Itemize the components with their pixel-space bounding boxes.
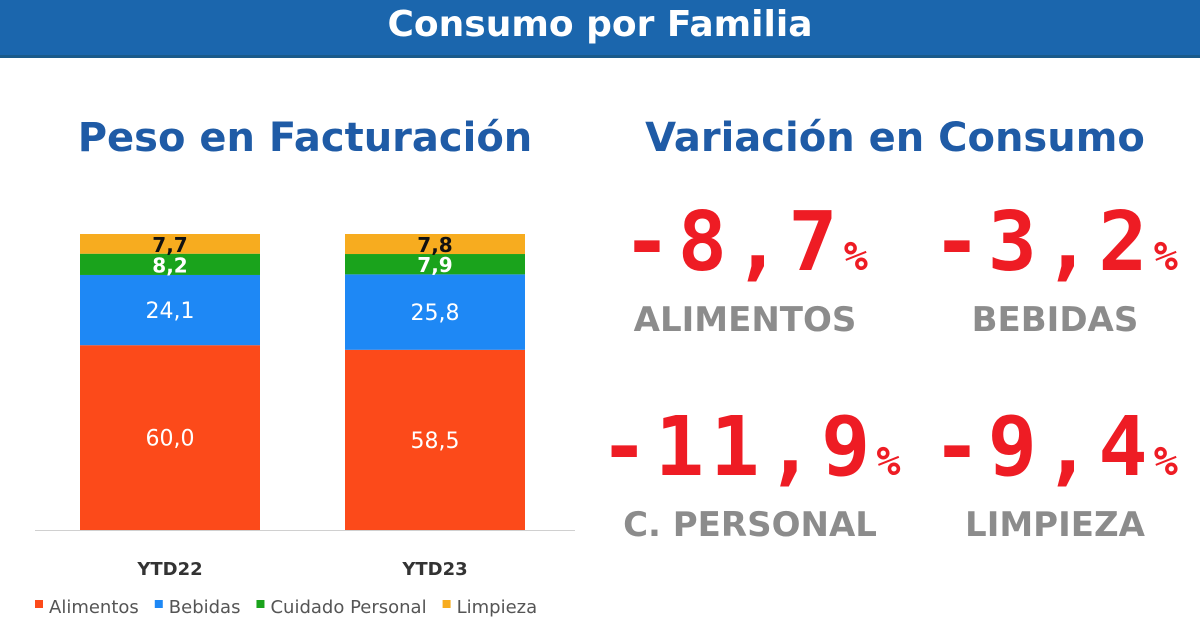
percent-sign: % — [1153, 234, 1178, 280]
legend-label: Limpieza — [457, 597, 538, 618]
percent-sign: % — [1153, 439, 1178, 485]
data-label: 24,1 — [146, 299, 195, 324]
value: -11,9 — [599, 400, 877, 495]
bar-segment-limpieza — [345, 234, 525, 255]
data-label: 7,9 — [417, 253, 452, 277]
variation-label-limpieza: LIMPIEZA — [965, 505, 1145, 545]
chart-title: Peso en Facturación — [77, 115, 533, 161]
value: -9,4 — [932, 400, 1154, 495]
variation-value-alimentos: -8,7% — [595, 195, 895, 290]
data-label: 7,7 — [152, 233, 187, 257]
variation-value-bebidas: -3,2% — [905, 195, 1200, 290]
variation-label-alimentos: ALIMENTOS — [633, 300, 857, 340]
data-label: 8,2 — [152, 253, 187, 277]
variation-title: Variación en Consumo — [645, 115, 1145, 161]
legend-swatch — [154, 600, 163, 608]
bar-segment-bebidas — [345, 274, 525, 350]
header-banner: Consumo por Familia — [0, 0, 1200, 58]
percent-sign: % — [876, 439, 901, 485]
data-label: 7,8 — [417, 233, 452, 257]
value: -8,7 — [622, 195, 844, 290]
legend-label: Alimentos — [49, 597, 139, 618]
legend-label: Cuidado Personal — [270, 597, 426, 618]
bar-segment-alimentos — [80, 345, 260, 530]
x-tick-label: YTD22 — [136, 559, 202, 580]
legend-swatch — [256, 600, 265, 608]
variation-label-bebidas: BEBIDAS — [971, 300, 1139, 340]
stacked-bar-chart: 60,0 24,1 8,27,7 YTD22 58,5 25,8 7,97,8 YTD23 Al… — [35, 233, 575, 618]
bar-segment-alimentos — [345, 349, 525, 530]
bar-segment-bebidas — [80, 274, 260, 346]
bar-segment-cuidado-personal — [345, 254, 525, 275]
x-tick-label: YTD23 — [401, 559, 467, 580]
data-label: 60,0 — [146, 427, 195, 452]
data-label: 25,8 — [411, 301, 460, 326]
legend-label: Bebidas — [169, 597, 241, 618]
page-title: Consumo por Familia — [387, 4, 813, 45]
variation-label-cuidado-personal: C. PERSONAL — [623, 505, 877, 545]
variation-value-limpieza: -9,4% — [905, 400, 1200, 495]
variation-value-cuidado-personal: -11,9% — [585, 400, 915, 495]
legend-swatch — [35, 600, 43, 608]
bar-segment-limpieza — [80, 234, 260, 254]
percent-sign: % — [843, 234, 868, 280]
value: -3,2 — [932, 195, 1154, 290]
bar-segment-cuidado-personal — [80, 253, 260, 275]
data-label: 58,5 — [411, 429, 460, 454]
legend-swatch — [442, 600, 451, 608]
